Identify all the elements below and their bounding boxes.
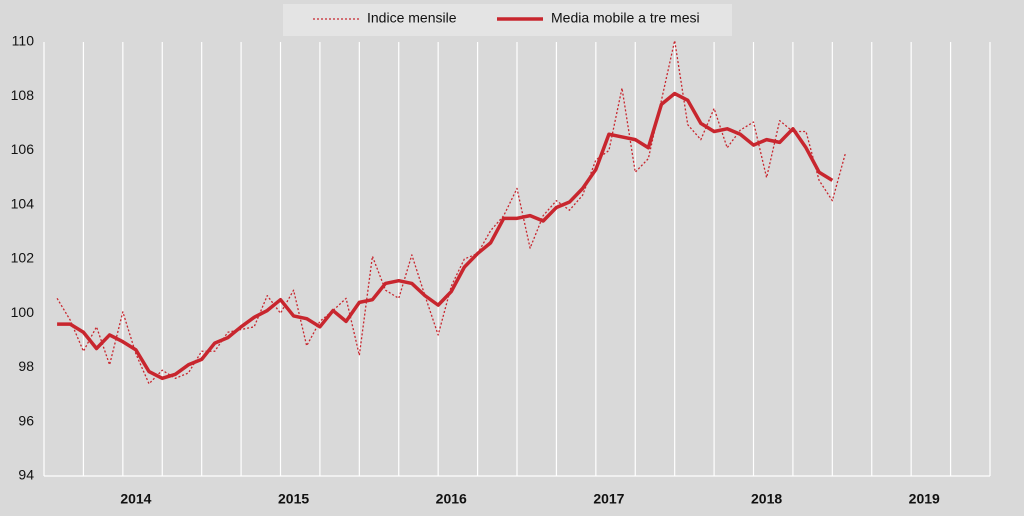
x-tick-label: 2019 bbox=[909, 491, 940, 507]
legend-label: Indice mensile bbox=[367, 10, 457, 26]
x-tick-label: 2017 bbox=[593, 491, 624, 507]
y-tick-label: 100 bbox=[11, 304, 35, 320]
y-tick-label: 110 bbox=[12, 33, 35, 49]
x-tick-label: 2014 bbox=[120, 491, 151, 507]
y-tick-label: 98 bbox=[18, 358, 34, 374]
y-tick-label: 96 bbox=[18, 412, 34, 428]
x-tick-label: 2015 bbox=[278, 491, 309, 507]
legend-label: Media mobile a tre mesi bbox=[551, 10, 700, 26]
series-line bbox=[57, 91, 834, 381]
y-tick-label: 102 bbox=[11, 250, 35, 266]
x-tick-label: 2016 bbox=[436, 491, 467, 507]
plot-area bbox=[56, 39, 847, 385]
x-tick-label: 2018 bbox=[751, 491, 782, 507]
y-tick-label: 108 bbox=[11, 87, 35, 103]
y-tick-label: 104 bbox=[11, 195, 35, 211]
y-tick-label: 106 bbox=[11, 141, 35, 157]
y-tick-label: 94 bbox=[18, 467, 34, 483]
